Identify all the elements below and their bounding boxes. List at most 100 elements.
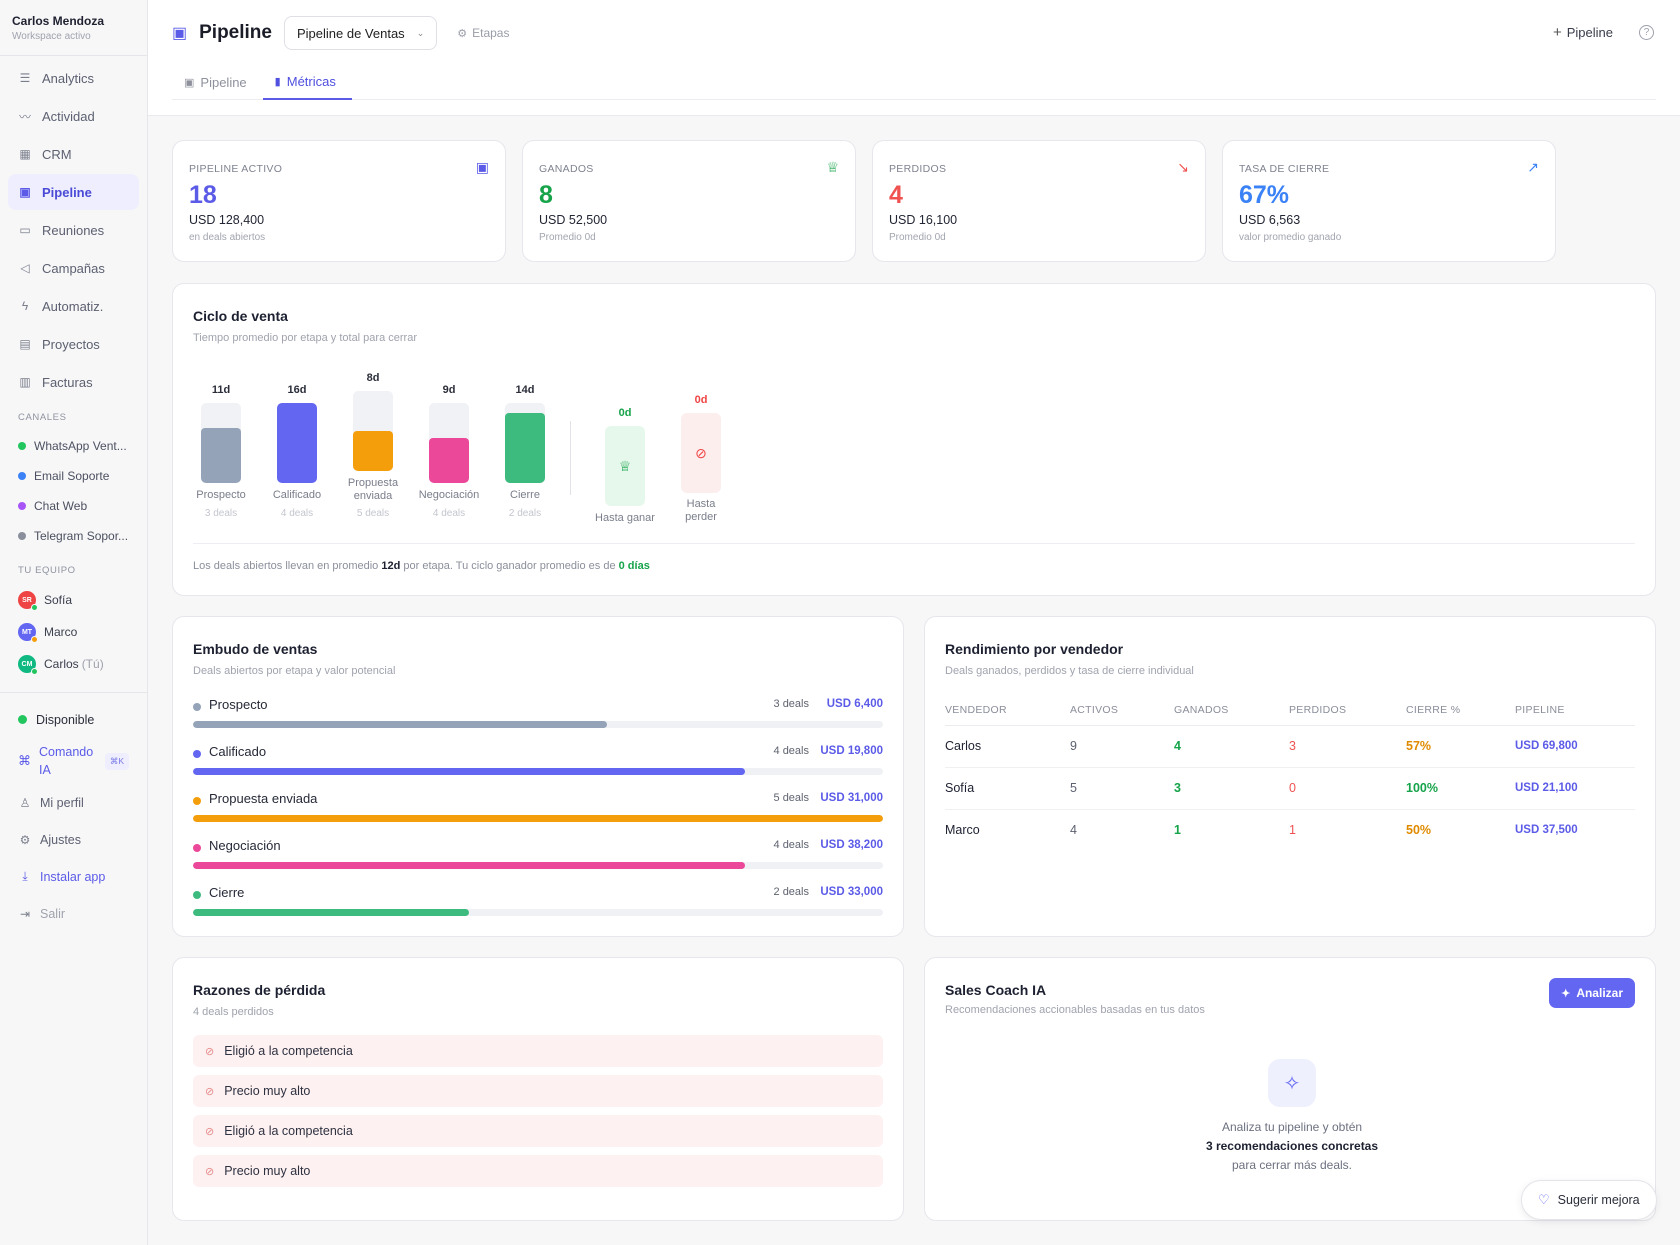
member-name: Carlos: [44, 657, 79, 671]
funnel-deals-count: 4 deals: [773, 745, 809, 757]
loss-reason-label: Precio muy alto: [224, 1084, 311, 1098]
gear-icon: ⚙: [19, 832, 31, 847]
sales-cycle-title: Ciclo de venta: [193, 308, 288, 324]
channel-item[interactable]: Chat Web: [0, 491, 147, 521]
kpi-card: TASA DE CIERRE ↗ 67% USD 6,563 valor promedi…: [1222, 140, 1556, 262]
funnel-row[interactable]: Cierre 2 deals USD 33,000: [193, 885, 883, 925]
sellers-subtitle: Deals ganados, perdidos y tasa de cierre…: [945, 665, 1194, 677]
table-row[interactable]: Marco 4 1 1 50% USD 37,500: [945, 809, 1635, 851]
cycle-bar: [277, 403, 317, 483]
workspace-subtitle: Workspace activo: [12, 31, 91, 42]
add-pipeline-button[interactable]: + Pipeline: [1553, 24, 1613, 41]
cycle-deals-count: 4 deals: [432, 508, 466, 519]
funnel-deals-count: 4 deals: [773, 839, 809, 851]
channel-item[interactable]: Email Soporte: [0, 461, 147, 491]
avatar: MT: [18, 623, 38, 643]
availability-toggle[interactable]: Disponible: [0, 701, 147, 738]
analyze-button[interactable]: ✦ Analizar: [1549, 978, 1635, 1008]
suggest-label: Sugerir mejora: [1557, 1193, 1640, 1207]
sidebar-item-facturas[interactable]: ▥ Facturas: [8, 364, 139, 400]
funnel-bar: [193, 768, 745, 775]
download-icon: ⤓: [22, 869, 28, 883]
avatar-initials: SR: [22, 596, 32, 604]
funnel-bar-track: [193, 815, 883, 822]
seller-pipeline: USD 21,100: [1515, 767, 1635, 810]
funnel-row[interactable]: Propuesta enviada 5 deals USD 31,000: [193, 791, 883, 831]
logout-link[interactable]: ⇥ Salir: [0, 895, 147, 932]
channel-item[interactable]: Telegram Sopor...: [0, 521, 147, 551]
seller-active: 9: [1070, 725, 1174, 768]
seller-lost: 3: [1289, 725, 1406, 768]
sidebar-item-label: CRM: [42, 146, 72, 162]
settings-link[interactable]: ⚙ Ajustes: [0, 821, 147, 858]
seller-name: Carlos: [945, 725, 1070, 768]
funnel-bar: [193, 815, 883, 822]
kpi-value: 18: [189, 181, 217, 209]
page-header: ▣ Pipeline Pipeline de Ventas ⌄ ⚙ Etapas…: [148, 0, 1680, 116]
profile-link[interactable]: ♙ Mi perfil: [0, 784, 147, 821]
megaphone-icon: ◁: [20, 261, 30, 275]
sidebar-item-actividad[interactable]: 〰 Actividad: [8, 98, 139, 134]
sales-funnel-card: Embudo de ventas Deals abiertos por etap…: [172, 616, 904, 937]
funnel-row[interactable]: Prospecto 3 deals USD 6,400: [193, 697, 883, 737]
plus-icon: +: [1552, 24, 1562, 41]
receipt-icon: ▥: [19, 375, 31, 389]
funnel-row[interactable]: Calificado 4 deals USD 19,800: [193, 744, 883, 784]
briefcase-icon: ▣: [184, 76, 195, 89]
funnel-value: USD 33,000: [820, 886, 883, 898]
trending-down-icon: ↘: [1177, 159, 1189, 175]
sidebar-item-campaas[interactable]: ◁ Campañas: [8, 250, 139, 286]
presence-dot: [31, 636, 38, 643]
cycle-lose-column: 0d ⊘ Hasta perder: [673, 284, 729, 544]
availability-label: Disponible: [36, 712, 95, 727]
sidebar-item-crm[interactable]: ▦ CRM: [8, 136, 139, 172]
tab-pipeline[interactable]: ▣ Pipeline: [172, 64, 263, 100]
cycle-win-column: 0d ♕ Hasta ganar: [595, 284, 655, 544]
workspace-switcher[interactable]: Carlos Mendoza Workspace activo: [0, 0, 147, 56]
coach-title: Sales Coach IA: [945, 982, 1047, 998]
channels-list: WhatsApp Vent... Email Soporte Chat Web Tel…: [0, 431, 147, 551]
sidebar-item-label: Facturas: [42, 374, 93, 390]
sidebar-item-proyectos[interactable]: ▤ Proyectos: [8, 326, 139, 362]
seller-pipeline: USD 37,500: [1515, 824, 1578, 837]
command-ai-button[interactable]: ⌘ Comando IA ⌘K: [0, 738, 147, 784]
suggest-improvement-button[interactable]: ♡ Sugerir mejora: [1521, 1180, 1657, 1220]
sellers-title: Rendimiento por vendedor: [945, 641, 1124, 657]
sidebar: Carlos Mendoza Workspace activo ☰ Analyti…: [0, 0, 148, 1245]
team-member[interactable]: MT Marco: [0, 616, 147, 648]
cycle-bar-track: [201, 403, 241, 483]
funnel-bar-track: [193, 721, 883, 728]
install-app-link[interactable]: ⤓ Instalar app: [0, 858, 147, 895]
channel-item[interactable]: WhatsApp Vent...: [0, 431, 147, 461]
funnel-stage-label: Prospecto: [209, 697, 268, 712]
sidebar-item-reuniones[interactable]: ▭ Reuniones: [8, 212, 139, 248]
table-row[interactable]: Carlos 9 4 3 57% USD 69,800: [945, 725, 1635, 768]
sidebar-item-automatiz[interactable]: ϟ Automatiz.: [8, 288, 139, 324]
funnel-row[interactable]: Negociación 4 deals USD 38,200: [193, 838, 883, 878]
table-row[interactable]: Sofía 5 3 0 100% USD 21,100: [945, 767, 1635, 810]
tab-metrics[interactable]: ▮ Métricas: [262, 64, 352, 100]
seller-lost: 1: [1289, 823, 1296, 838]
cycle-bar: [429, 438, 469, 483]
sidebar-item-label: Automatiz.: [42, 298, 104, 314]
sidebar-item-analytics[interactable]: ☰ Analytics: [8, 60, 139, 96]
funnel-bar-track: [193, 909, 883, 916]
building-icon: ▦: [19, 147, 31, 161]
team-member[interactable]: CM Carlos (Tú): [0, 648, 147, 680]
channel-status-dot: [18, 442, 26, 450]
cycle-lose-value: 0d: [694, 394, 708, 406]
team-member[interactable]: SR Sofía: [0, 584, 147, 616]
cycle-bar: [353, 431, 393, 471]
help-icon[interactable]: ?: [1639, 25, 1654, 40]
coach-subtitle: Recomendaciones accionables basadas en t…: [945, 1004, 1205, 1016]
avatar-initials: MT: [21, 628, 33, 636]
briefcase-icon: ▣: [475, 159, 489, 175]
cycle-stage-label: Propuesta enviada: [347, 477, 399, 502]
sidebar-item-pipeline[interactable]: ▣ Pipeline: [8, 174, 139, 210]
cycle-stage: 14d Cierre 2 deals: [497, 284, 553, 544]
cycle-bar: [201, 428, 241, 483]
loss-reason-label: Eligió a la competencia: [224, 1044, 353, 1058]
stages-link[interactable]: ⚙ Etapas: [457, 26, 509, 40]
pipeline-select[interactable]: Pipeline de Ventas ⌄: [283, 16, 438, 50]
kpi-label: PIPELINE ACTIVO: [189, 163, 283, 175]
